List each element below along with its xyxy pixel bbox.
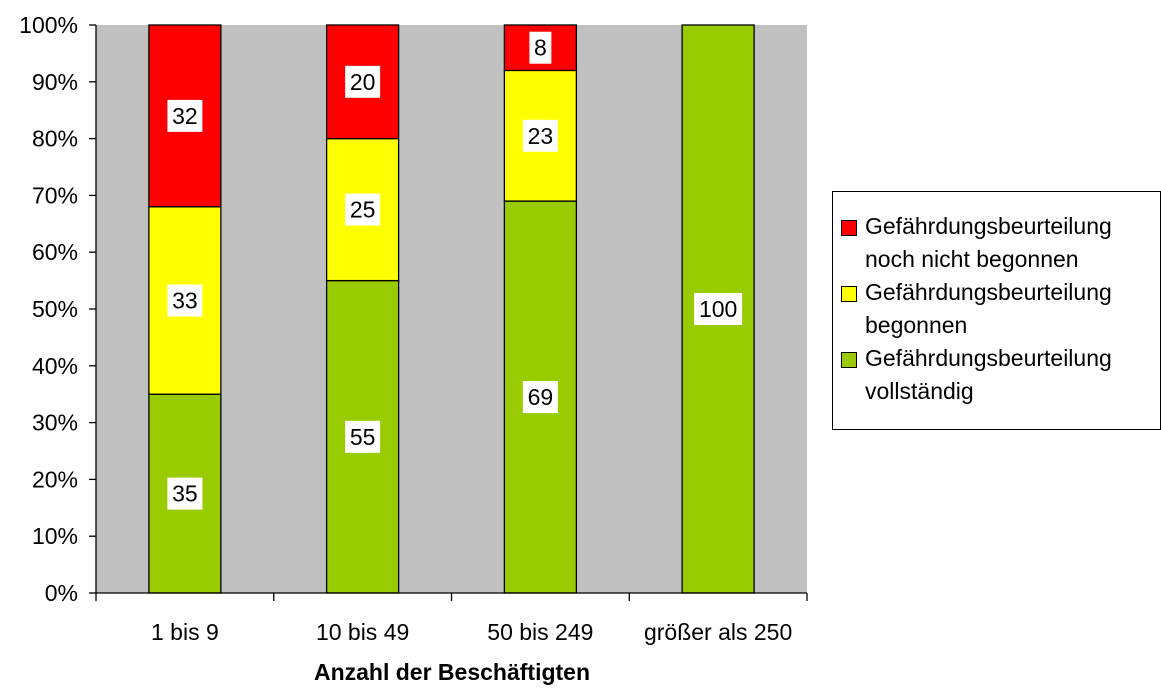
y-tick-label: 20% (32, 466, 78, 492)
y-tick-label: 60% (32, 239, 78, 265)
x-tick-label: 10 bis 49 (316, 619, 409, 645)
data-label-bg (522, 381, 558, 414)
data-label-bg (167, 284, 203, 317)
legend-label: Gefährdungsbeurteilung vollständig (865, 345, 1112, 404)
x-tick-label: 50 bis 249 (487, 619, 593, 645)
y-tick-label: 100% (19, 12, 78, 38)
data-label-bg (529, 31, 552, 64)
data-label-bg (522, 119, 558, 152)
x-axis-title: Anzahl der Beschäftigten (314, 659, 590, 685)
data-label-bg (345, 65, 381, 98)
data-label-bg (167, 99, 203, 132)
data-label: 100 (699, 296, 737, 322)
legend-swatch-yellow (841, 286, 857, 302)
x-tick-label: größer als 250 (644, 619, 792, 645)
y-tick-label: 10% (32, 523, 78, 549)
data-label: 23 (528, 123, 554, 149)
legend-label: Gefährdungsbeurteilung noch nicht begonn… (865, 213, 1112, 272)
y-tick-label: 0% (45, 580, 78, 606)
y-tick-label: 30% (32, 410, 78, 436)
data-label: 32 (172, 103, 198, 129)
y-tick-label: 90% (32, 69, 78, 95)
data-label: 69 (528, 384, 554, 410)
data-label: 35 (172, 481, 198, 507)
data-label-bg (345, 193, 381, 226)
data-label-bg (167, 477, 203, 510)
x-tick-label: 1 bis 9 (151, 619, 219, 645)
legend-label: Gefährdungsbeurteilung begonnen (865, 279, 1112, 338)
data-label: 55 (350, 424, 376, 450)
legend: Gefährdungsbeurteilung noch nicht begonn… (832, 191, 1161, 430)
y-tick-label: 70% (32, 182, 78, 208)
data-label: 25 (350, 197, 376, 223)
y-tick-label: 40% (32, 353, 78, 379)
data-label: 33 (172, 287, 198, 313)
data-label: 8 (534, 35, 547, 61)
legend-swatch-red (841, 220, 857, 236)
y-tick-label: 50% (32, 296, 78, 322)
legend-swatch-green (841, 352, 857, 368)
data-label-bg (345, 420, 381, 453)
data-label: 20 (350, 69, 376, 95)
data-label-bg (694, 293, 743, 325)
y-tick-label: 80% (32, 126, 78, 152)
